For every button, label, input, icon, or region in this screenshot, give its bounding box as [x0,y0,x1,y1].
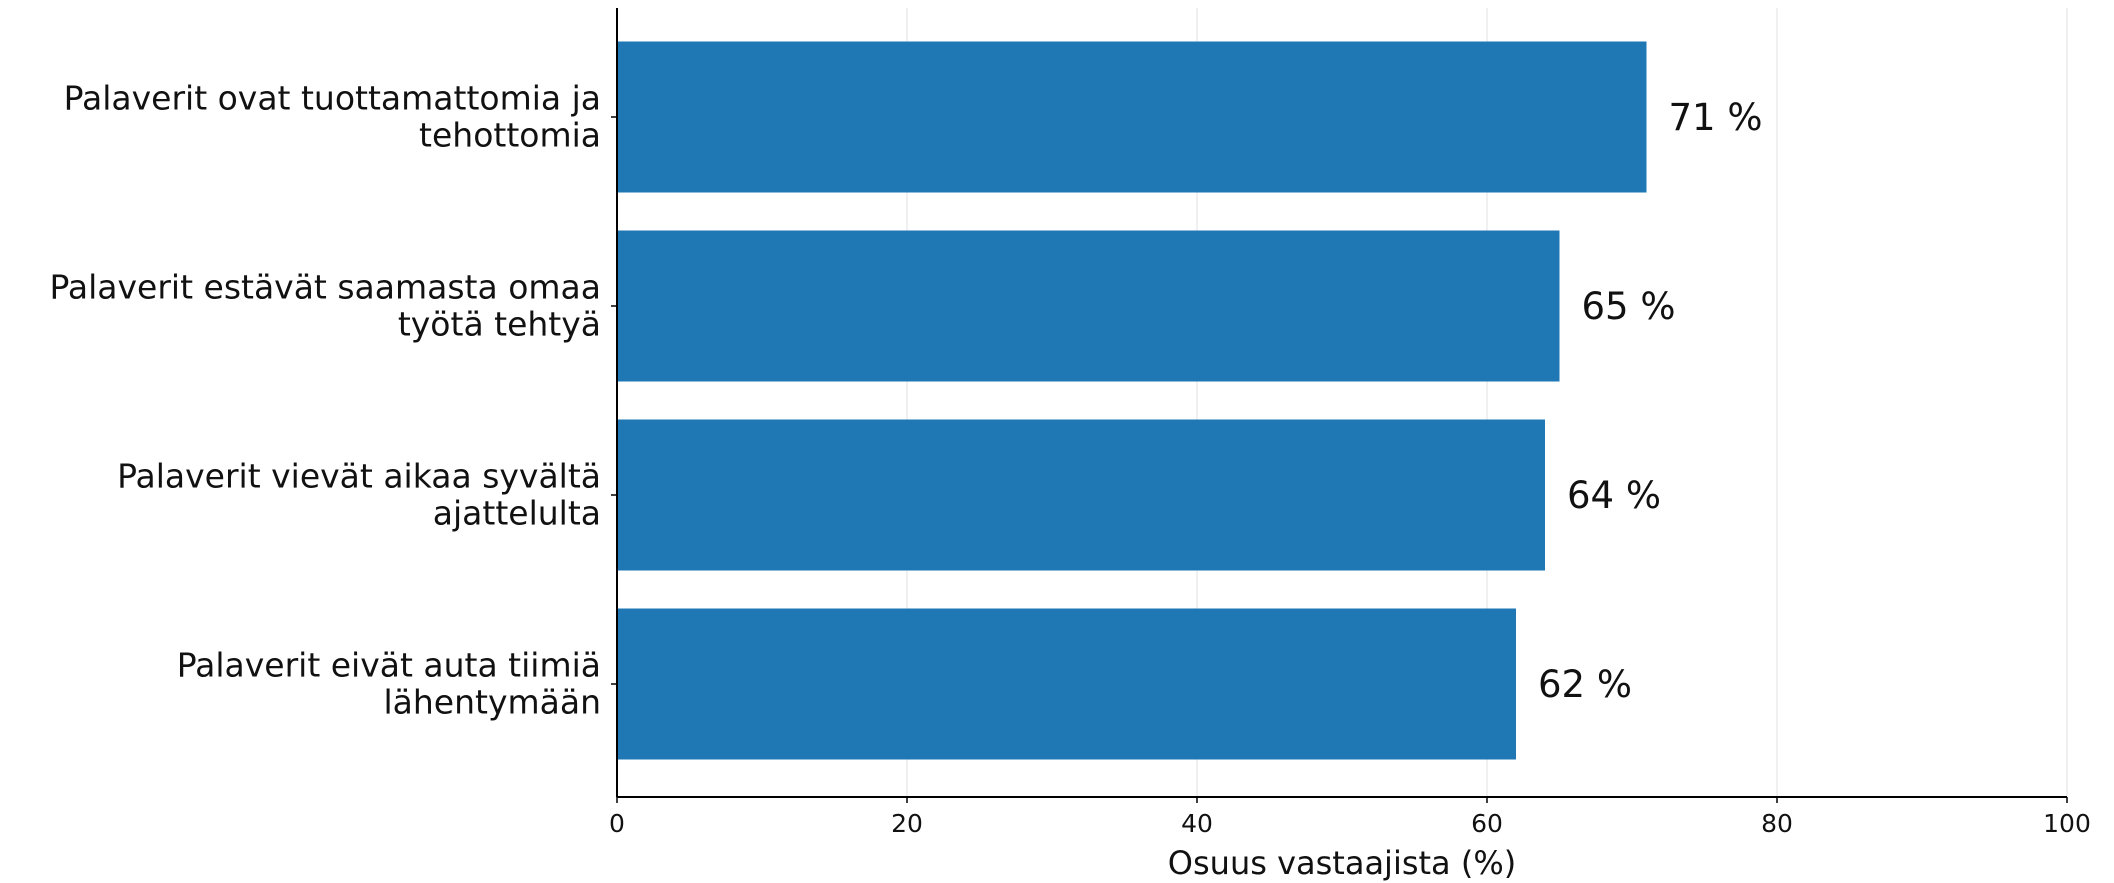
category-label-line: ajattelulta [433,494,601,533]
value-labels: 71 % 65 % 64 % 62 % [1538,96,1763,706]
x-tick-label: 0 [609,809,625,838]
value-label: 65 % [1582,285,1676,328]
category-label-line: Palaverit vievät aikaa syvältä [117,457,601,496]
x-tick-label: 100 [2043,809,2091,838]
x-axis-title: Osuus vastaajista (%) [1168,844,1516,882]
value-label: 64 % [1567,474,1661,517]
category-label-line: lähentymään [384,683,602,722]
category-label: Palaverit eivät auta tiimiä lähentymään [177,646,601,722]
category-label-line: tehottomia [419,116,601,155]
x-tick-labels: 0 20 40 60 80 100 [609,809,2091,838]
category-label-line: työtä tehtyä [398,305,601,344]
bar [617,230,1560,382]
bars [617,41,1647,760]
category-label: Palaverit ovat tuottamattomia ja tehottom… [64,79,601,155]
bar [617,41,1647,193]
category-label-line: Palaverit ovat tuottamattomia ja [64,79,601,118]
category-label: Palaverit estävät saamasta omaa työtä teh… [50,268,602,344]
x-tick-label: 40 [1181,809,1213,838]
category-label-line: Palaverit estävät saamasta omaa [50,268,602,307]
x-tick-label: 80 [1761,809,1793,838]
x-tick-label: 60 [1471,809,1503,838]
value-label: 71 % [1669,96,1763,139]
category-label: Palaverit vievät aikaa syvältä ajattelult… [117,457,601,533]
category-label-line: Palaverit eivät auta tiimiä [177,646,601,685]
x-tick-label: 20 [891,809,923,838]
axes [611,8,2068,803]
value-label: 62 % [1538,663,1632,706]
bar [617,608,1516,760]
category-labels: Palaverit ovat tuottamattomia ja tehottom… [50,79,602,722]
bar [617,419,1545,571]
